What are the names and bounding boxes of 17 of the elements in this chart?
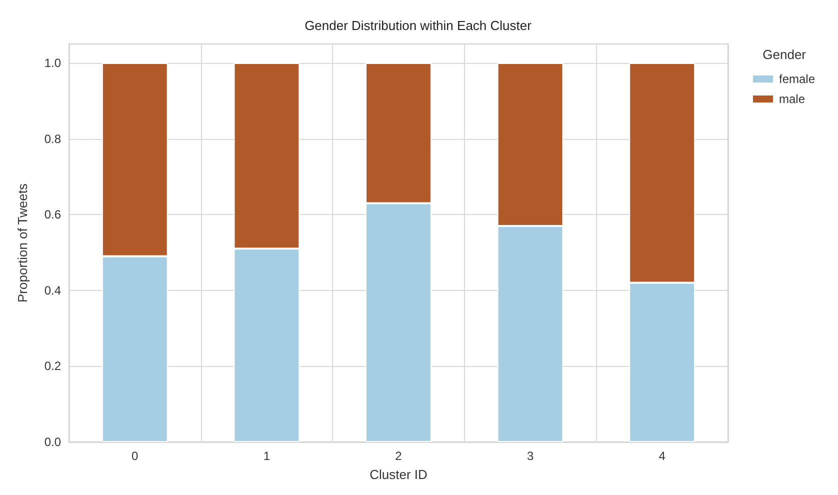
x-tick-label: 2 xyxy=(395,449,402,463)
legend-title: Gender xyxy=(762,47,807,62)
y-tick-label: 1.0 xyxy=(44,56,62,70)
y-tick-label: 0.0 xyxy=(44,435,62,449)
x-axis-title: Cluster ID xyxy=(370,467,428,482)
y-tick-label: 0.8 xyxy=(44,132,62,146)
x-tick-label: 3 xyxy=(526,449,534,463)
legend-label: male xyxy=(778,92,806,106)
y-tick-label: 0.2 xyxy=(44,359,62,374)
x-tick-label: 1 xyxy=(263,449,270,463)
y-tick-label: 0.4 xyxy=(44,283,62,298)
y-axis-title: Proportion of Tweets xyxy=(15,183,30,302)
x-tick-label: 4 xyxy=(658,449,666,463)
y-tick-label: 0.6 xyxy=(44,208,62,222)
chart-title: Gender Distribution within Each Cluster xyxy=(304,18,532,33)
x-tick-label: 0 xyxy=(132,449,139,463)
legend-label: female xyxy=(778,72,816,86)
